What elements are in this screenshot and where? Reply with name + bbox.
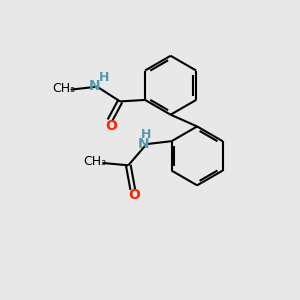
Text: O: O xyxy=(105,119,117,133)
Text: CH₃: CH₃ xyxy=(83,155,106,168)
Text: N: N xyxy=(137,137,149,151)
Text: CH₃: CH₃ xyxy=(52,82,76,95)
Text: N: N xyxy=(89,79,101,93)
Text: O: O xyxy=(128,188,140,202)
Text: H: H xyxy=(141,128,151,141)
Text: H: H xyxy=(98,71,109,84)
